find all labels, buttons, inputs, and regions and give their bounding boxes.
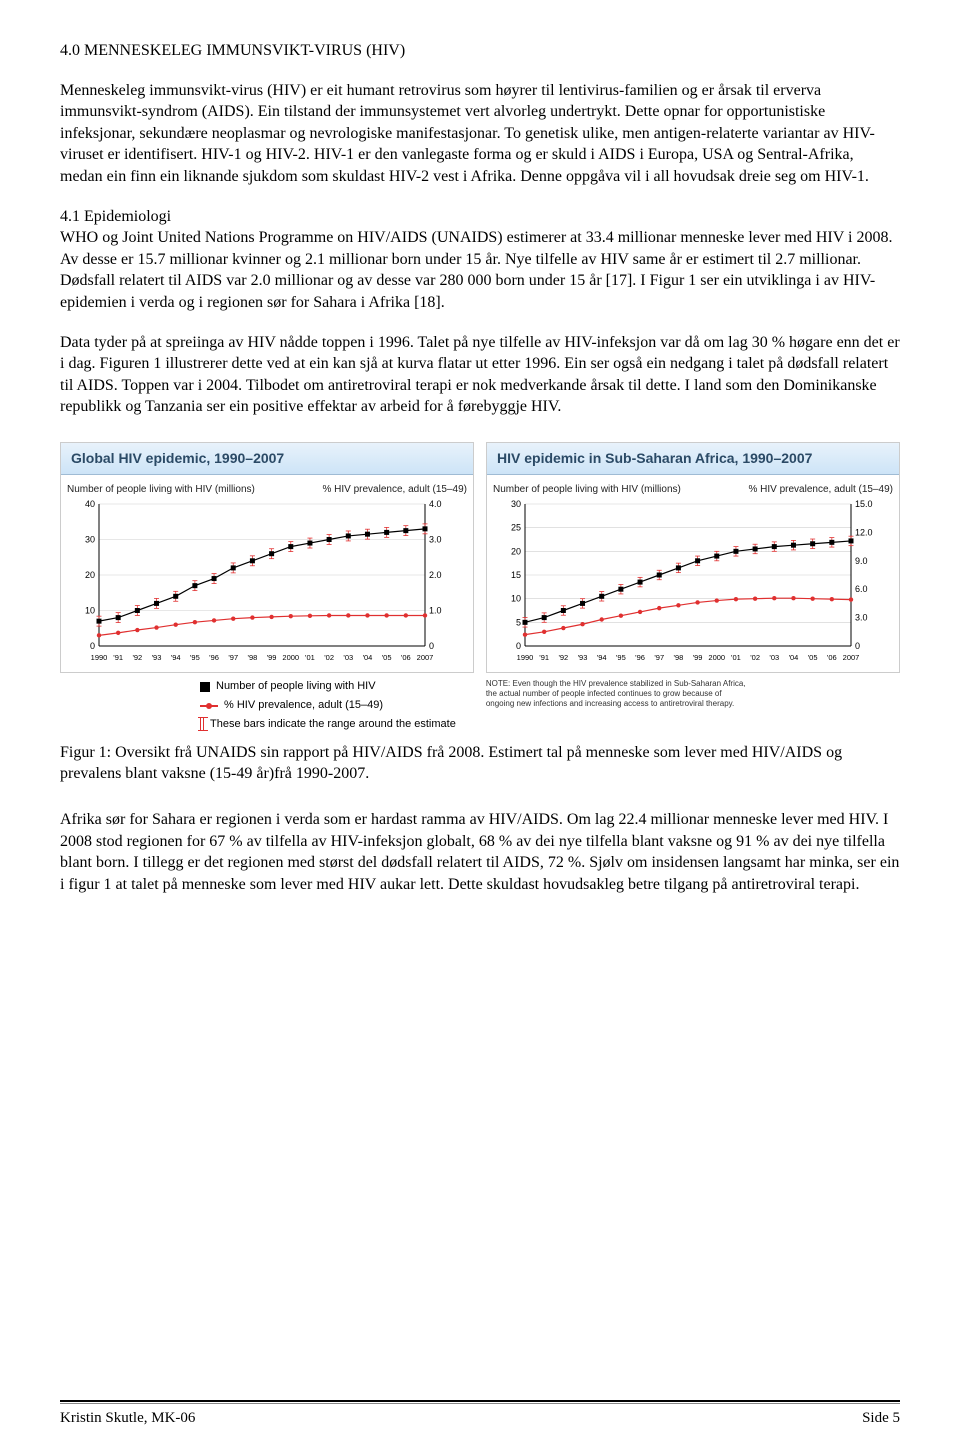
svg-text:5: 5 [516,618,521,628]
svg-text:1990: 1990 [91,653,108,662]
figure-1-caption: Figur 1: Oversikt frå UNAIDS sin rapport… [60,742,900,785]
svg-text:15.0: 15.0 [855,499,873,509]
chart-ssa-title: HIV epidemic in Sub-Saharan Africa, 1990… [487,443,899,475]
svg-text:1.0: 1.0 [429,606,442,616]
svg-text:20: 20 [85,570,95,580]
svg-text:'01: '01 [305,653,315,662]
svg-text:'97: '97 [654,653,664,662]
paragraph-4: Afrika sør for Sahara er regionen i verd… [60,809,900,895]
svg-text:'02: '02 [324,653,334,662]
chart-ssa-left-axis-label: Number of people living with HIV (millio… [493,483,681,497]
svg-text:'96: '96 [635,653,645,662]
svg-text:'03: '03 [343,653,353,662]
svg-text:'98: '98 [674,653,684,662]
subsection-title: 4.1 Epidemiologi [60,206,900,228]
svg-text:15: 15 [511,570,521,580]
svg-text:'05: '05 [808,653,818,662]
svg-text:0: 0 [90,641,95,651]
svg-text:'94: '94 [171,653,181,662]
svg-text:'97: '97 [228,653,238,662]
footer-page-number: Side 5 [862,1408,900,1428]
svg-text:1990: 1990 [517,653,534,662]
svg-text:'93: '93 [152,653,162,662]
svg-text:0: 0 [855,641,860,651]
page-footer: Kristin Skutle, MK-06 Side 5 [60,1400,900,1428]
svg-text:3.0: 3.0 [429,535,442,545]
svg-text:'99: '99 [267,653,277,662]
legend-marker-prevalence-icon [200,705,218,707]
svg-text:6.0: 6.0 [855,584,868,594]
svg-text:2000: 2000 [282,653,299,662]
svg-text:'95: '95 [616,653,626,662]
svg-text:10: 10 [511,594,521,604]
svg-text:20: 20 [511,547,521,557]
svg-text:'02: '02 [750,653,760,662]
svg-text:'94: '94 [597,653,607,662]
svg-text:4.0: 4.0 [429,499,442,509]
chart-ssa-svg: 0 5 10 15 20 25 30 0 3.0 6.0 9.0 12.0 15.0 1990 '91 '92… [493,498,883,668]
paragraph-1: Menneskeleg immunsvikt-virus (HIV) er ei… [60,80,900,188]
chart-legend: Number of people living with HIV % HIV p… [60,679,900,732]
legend-note: NOTE: Even though the HIV prevalence sta… [486,679,746,709]
chart-global-title: Global HIV epidemic, 1990–2007 [61,443,473,475]
svg-text:'92: '92 [558,653,568,662]
svg-text:'93: '93 [578,653,588,662]
paragraph-2: WHO og Joint United Nations Programme on… [60,227,900,313]
chart-global-svg: 0 10 20 30 40 0 1.0 2.0 3.0 4.0 1990 '91 '92 '93 '94 '9… [67,498,457,668]
section-title: 4.0 MENNESKELEG IMMUNSVIKT-VIRUS (HIV) [60,40,900,62]
svg-text:0: 0 [516,641,521,651]
svg-text:'91: '91 [539,653,549,662]
legend-marker-errorbar-icon [200,717,204,731]
svg-text:'05: '05 [382,653,392,662]
svg-text:'04: '04 [363,653,373,662]
svg-text:2007: 2007 [417,653,434,662]
paragraph-3: Data tyder på at spreiinga av HIV nådde … [60,332,900,418]
svg-text:'03: '03 [769,653,779,662]
svg-text:'98: '98 [248,653,258,662]
svg-text:40: 40 [85,499,95,509]
svg-text:'99: '99 [693,653,703,662]
svg-text:'06: '06 [401,653,411,662]
svg-text:'95: '95 [190,653,200,662]
svg-text:25: 25 [511,523,521,533]
svg-text:30: 30 [85,535,95,545]
svg-text:2000: 2000 [708,653,725,662]
footer-author: Kristin Skutle, MK-06 [60,1408,195,1428]
svg-text:'06: '06 [827,653,837,662]
svg-text:30: 30 [511,499,521,509]
svg-text:9.0: 9.0 [855,556,868,566]
figure-1: Global HIV epidemic, 1990–2007 Number of… [60,442,900,732]
legend-marker-people-icon [200,682,210,692]
svg-text:'91: '91 [113,653,123,662]
legend-label-errorbar: These bars indicate the range around the… [210,717,456,732]
svg-text:'04: '04 [789,653,799,662]
svg-text:12.0: 12.0 [855,528,873,538]
svg-text:'96: '96 [209,653,219,662]
svg-text:2.0: 2.0 [429,570,442,580]
svg-text:'01: '01 [731,653,741,662]
chart-ssa: HIV epidemic in Sub-Saharan Africa, 1990… [486,442,900,673]
legend-label-people: Number of people living with HIV [216,679,376,694]
chart-global-left-axis-label: Number of people living with HIV (millio… [67,483,255,497]
chart-global-right-axis-label: % HIV prevalence, adult (15–49) [322,483,467,497]
chart-global: Global HIV epidemic, 1990–2007 Number of… [60,442,474,673]
svg-text:0: 0 [429,641,434,651]
svg-text:10: 10 [85,606,95,616]
svg-text:3.0: 3.0 [855,613,868,623]
svg-text:2007: 2007 [843,653,860,662]
chart-ssa-right-axis-label: % HIV prevalence, adult (15–49) [748,483,893,497]
svg-text:'92: '92 [132,653,142,662]
legend-label-prevalence: % HIV prevalence, adult (15–49) [224,698,383,713]
